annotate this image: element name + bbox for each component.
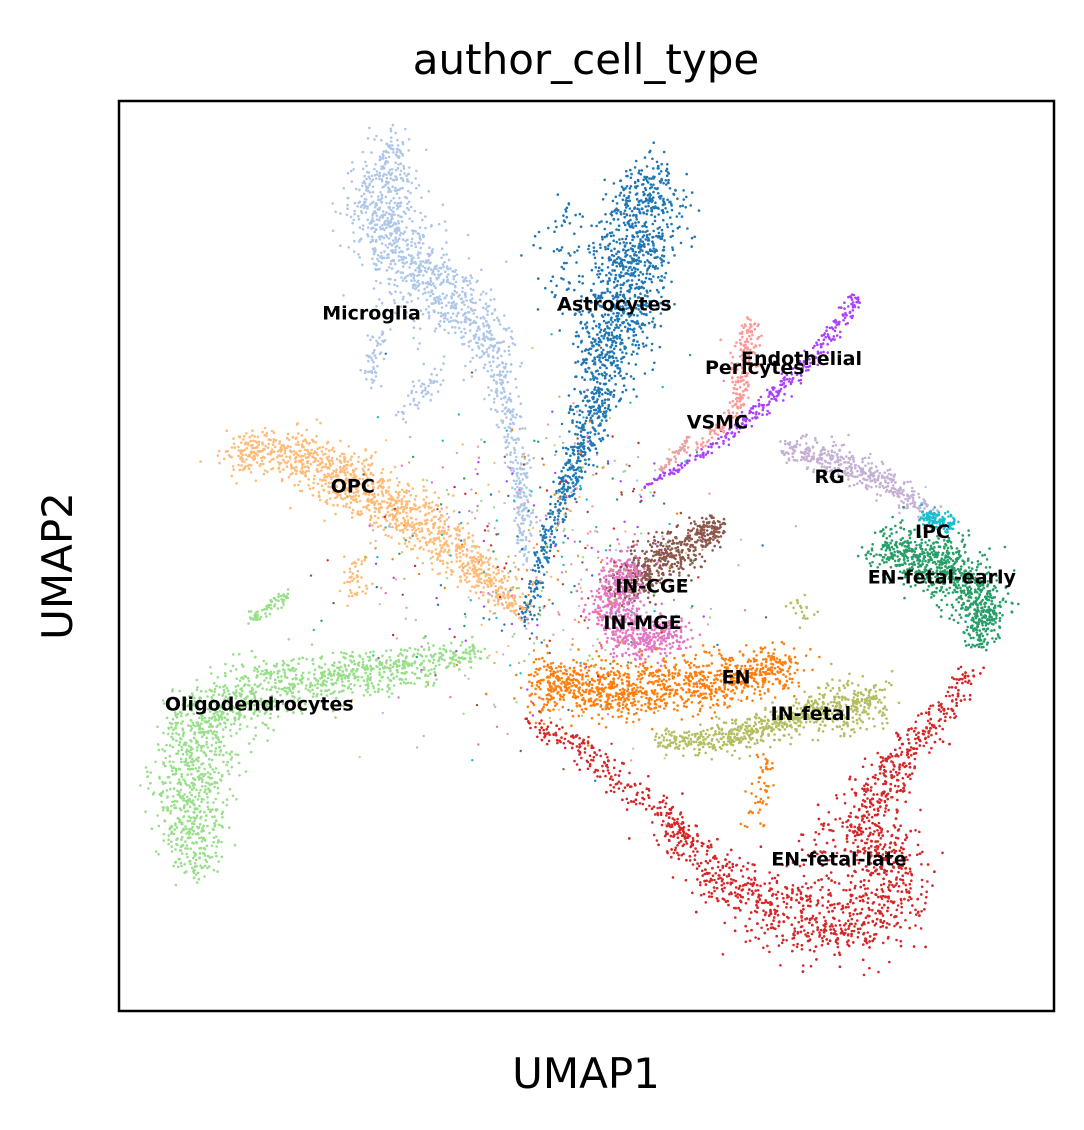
cluster-points-endothelial [368,293,861,717]
plot-frame [117,99,1056,1013]
scatter-points-layer [139,123,1020,977]
y-axis-label: UMAP2 [33,492,82,640]
cluster-label-opc: OPC [331,475,375,497]
cluster-points-in-mge [384,379,747,746]
cluster-points-microglia [331,123,927,750]
cluster-label-endothelial: Endothelial [741,348,862,370]
cluster-points-pericytes [373,316,763,721]
cluster-points-astrocytes [375,141,764,782]
cluster-points-opc [199,346,705,760]
cluster-label-en-fetal-early: EN-fetal-early [868,566,1017,588]
chart-title: author_cell_type [413,35,760,84]
cluster-label-en: EN [722,666,751,688]
x-axis-label: UMAP1 [512,1049,660,1098]
cluster-label-microglia: Microglia [322,302,421,324]
cluster-label-in-mge: IN-MGE [603,612,681,634]
cluster-label-vsmc: VSMC [687,412,748,434]
cluster-label-in-cge: IN-CGE [615,575,688,597]
cluster-points-oligodendrocytes [139,468,743,887]
cluster-points-en [350,420,821,829]
cluster-label-ipc: IPC [915,521,950,543]
cluster-label-pericytes: Pericytes [705,357,805,379]
cluster-points-en-fetal-late [326,435,985,977]
cluster-label-rg: RG [814,466,844,488]
cluster-label-en-fetal-late: EN-fetal-late [771,848,907,870]
cluster-label-astrocytes: Astrocytes [557,293,671,315]
cluster-label-in-fetal: IN-fetal [771,703,851,725]
cluster-points-en-fetal-early [320,353,1020,707]
cluster-points-in-fetal [334,395,901,761]
cluster-points-ipc [312,333,960,762]
cluster-points-rg [404,410,943,826]
cluster-label-oligodendrocytes: Oligodendrocytes [165,694,354,716]
